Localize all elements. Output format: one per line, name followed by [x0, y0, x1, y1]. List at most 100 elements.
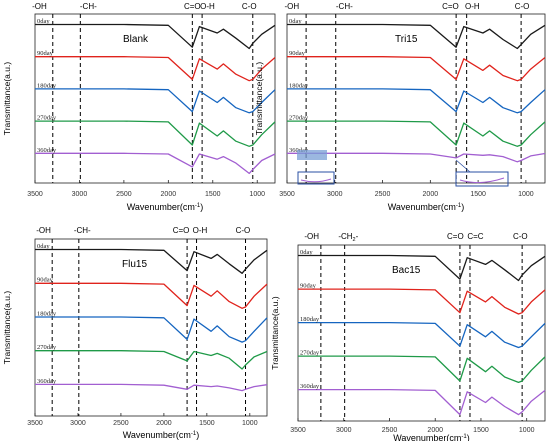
band-label: -OH	[36, 226, 51, 235]
x-tick-label: 3000	[327, 191, 343, 198]
spectrum-line-270day	[287, 120, 546, 147]
chart-title: Bac15	[392, 265, 421, 276]
inset-pointer	[455, 159, 471, 173]
x-axis-label-superscript: -1	[461, 434, 467, 440]
x-tick-label: 1000	[518, 191, 534, 198]
inset-box	[297, 171, 335, 185]
series-label: 0day	[300, 249, 313, 256]
x-axis-label-close: )	[196, 430, 199, 440]
x-axis-label-superscript: -1	[195, 203, 201, 209]
x-tick-label: 2000	[427, 427, 443, 434]
spectrum-line-90day	[287, 56, 546, 82]
inset-curve	[459, 177, 505, 184]
x-tick-label: 3500	[27, 420, 43, 427]
x-axis-label: Wavenumber(cm-1)	[127, 202, 204, 212]
y-axis-label: Transmittance(a.u.)	[254, 62, 264, 136]
band-label: -CH-	[74, 226, 91, 235]
series-label: 90day	[300, 283, 317, 290]
spectrum-line-90day	[35, 56, 276, 82]
chart-panel-bac15: 0day 90day 180day 270day 360day Bac15 -OH -CH2-…	[270, 232, 546, 441]
spectrum-line-0day	[35, 23, 276, 50]
spectrum-line-0day	[35, 248, 268, 274]
band-label: C-O	[236, 226, 251, 235]
x-tick-label: 3000	[336, 427, 352, 434]
chart-title: Tri15	[395, 34, 418, 45]
x-tick-label: 2000	[161, 191, 177, 198]
x-axis-label-superscript: -1	[456, 203, 462, 209]
spectrum-line-0day	[287, 23, 546, 50]
tri15-inset-markers	[297, 150, 509, 187]
inset-curve	[300, 178, 332, 183]
band-label: C-O	[515, 2, 530, 11]
series-label: 180day	[37, 82, 57, 89]
x-tick-label: 3500	[279, 191, 295, 198]
band-label: C-O	[242, 2, 257, 11]
plot-frame	[34, 13, 276, 184]
spectrum-line-360day	[35, 383, 268, 392]
x-axis-label: Wavenumber(cm-1)	[393, 433, 470, 441]
x-tick-label: 3500	[27, 191, 43, 198]
series-label: 90day	[289, 50, 306, 57]
x-axis-label-close: )	[467, 433, 470, 441]
band-label-suffix: -	[356, 232, 359, 241]
inset-box	[455, 171, 509, 187]
band-label: -CH-	[336, 2, 353, 11]
series-label: 270day	[37, 344, 57, 351]
x-tick-label: 3000	[70, 420, 86, 427]
band-label: C-O	[513, 232, 528, 241]
series-label: 270day	[289, 115, 309, 122]
x-tick-label: 1500	[205, 191, 221, 198]
x-tick-label: 1000	[519, 427, 535, 434]
plot-frame	[286, 13, 546, 184]
x-tick-label: 2500	[382, 427, 398, 434]
spectrum-line-0day	[298, 254, 546, 282]
series-label: 270day	[37, 115, 57, 122]
spectrum-line-360day	[35, 152, 276, 175]
x-tick-label: 3000	[72, 191, 88, 198]
chart-panel-flu15: 0day 90day 180day 270day 360day Flu15 -OH -CH- C…	[2, 226, 268, 440]
spectrum-line-360day	[287, 152, 546, 163]
spectrum-line-180day	[35, 88, 276, 114]
band-label: C=C	[467, 232, 483, 241]
x-tick-label: 3500	[290, 427, 306, 434]
plot-frame	[34, 238, 268, 417]
x-tick-label: 2500	[113, 420, 129, 427]
spectrum-line-180day	[35, 316, 268, 343]
band-label: C=O	[442, 2, 459, 11]
spectrum-line-180day	[287, 88, 546, 114]
series-label: 360day	[37, 147, 57, 154]
x-tick-label: 1500	[473, 427, 489, 434]
x-tick-label: 2500	[375, 191, 391, 198]
series-label: 0day	[289, 18, 302, 25]
band-label: C=O	[173, 226, 190, 235]
band-label: O-H	[193, 226, 208, 235]
series-label: 270day	[300, 350, 320, 357]
band-label: -OH	[304, 232, 319, 241]
series-label: 180day	[300, 316, 320, 323]
x-axis-label: Wavenumber(cm-1)	[388, 202, 465, 212]
x-tick-label: 2000	[156, 420, 172, 427]
band-label: -OH	[32, 2, 47, 11]
chart-panel-blank: 0day 90day 180day 270day 360day Blank -OH -CH- C…	[2, 2, 276, 212]
x-tick-label: 1500	[199, 420, 215, 427]
x-axis-label-close: )	[200, 202, 203, 212]
band-label: C=O	[184, 2, 201, 11]
band-label-subscript: 2	[353, 237, 356, 243]
band-label: -CH-	[80, 2, 97, 11]
y-axis-label: Transmittance(a.u.)	[2, 291, 12, 365]
x-tick-label: 2000	[423, 191, 439, 198]
chart-title: Blank	[123, 34, 149, 45]
series-label: 0day	[37, 18, 50, 25]
spectrum-line-270day	[35, 120, 276, 147]
spectrum-line-90day	[298, 288, 546, 315]
x-axis-label: Wavenumber(cm-1)	[123, 430, 200, 440]
series-label: 360day	[37, 378, 57, 385]
x-axis-label-superscript: -1	[191, 431, 197, 437]
band-label: O-H	[465, 2, 480, 11]
x-tick-label: 1500	[470, 191, 486, 198]
y-axis-label: Transmittance(a.u.)	[2, 62, 12, 136]
band-label: C=O	[447, 232, 464, 241]
spectrum-line-180day	[298, 321, 546, 349]
spectrum-line-90day	[35, 282, 268, 309]
band-label: -CH2-	[338, 232, 358, 243]
